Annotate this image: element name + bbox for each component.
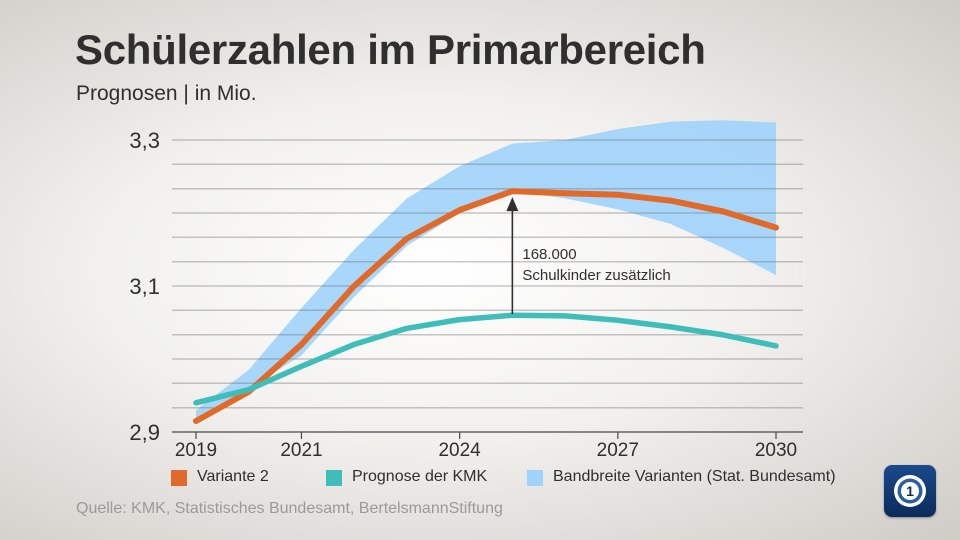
legend-swatch-lightblue: [527, 470, 543, 486]
annotation-arrow-head: [506, 197, 519, 212]
chart-title: Schülerzahlen im Primarbereich: [75, 26, 706, 73]
legend-label: Variante 2: [197, 468, 269, 485]
legend-label: Bandbreite Varianten (Stat. Bundesamt): [553, 468, 836, 485]
x-tick-label: 2030: [755, 440, 797, 461]
chart-subtitle: Prognosen | in Mio.: [76, 82, 257, 105]
legend-label: Prognose der KMK: [352, 468, 488, 485]
ard-logo-icon: 1: [884, 465, 936, 517]
series-line-kmk: [193, 312, 779, 406]
annotation-text: Schulkinder zusätzlich: [522, 267, 670, 284]
y-tick-label: 3,3: [129, 128, 160, 153]
legend-swatch-teal: [326, 470, 342, 486]
x-tick-label: 2021: [280, 440, 322, 461]
x-tick-label: 2019: [175, 440, 217, 461]
x-tick-label: 2024: [438, 440, 481, 461]
y-tick-label: 2,9: [129, 420, 160, 445]
x-tick-label: 2027: [597, 440, 639, 461]
svg-text:1: 1: [906, 483, 914, 499]
y-tick-label: 3,1: [129, 274, 160, 299]
legend-swatch-orange: [171, 470, 187, 486]
source-note: Quelle: KMK, Statistisches Bundesamt, Be…: [76, 500, 503, 517]
annotation-value: 168.000: [522, 246, 576, 263]
series-line-variante-2: [193, 188, 779, 424]
